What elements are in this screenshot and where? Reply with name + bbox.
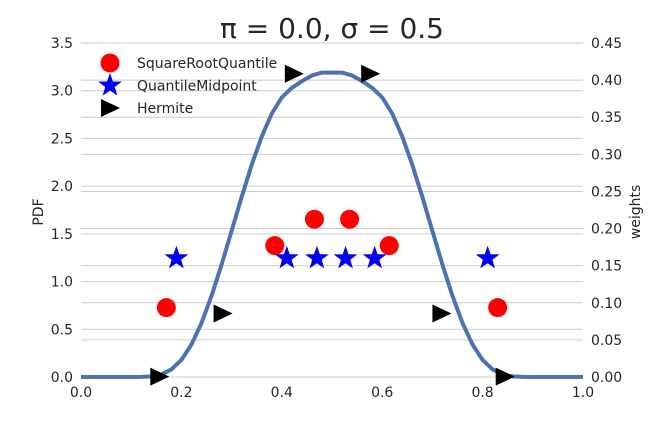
marker-quantilemidpoint	[362, 245, 387, 269]
y-tick-label-right: 0.05	[591, 333, 622, 349]
legend: SquareRootQuantile QuantileMidpoint Hermit…	[98, 53, 277, 117]
y-tick-label-right: 0.00	[591, 370, 622, 386]
marker-squarerootquantile	[488, 298, 508, 318]
x-tick-label: 0.8	[471, 385, 493, 401]
y-tick-label-right: 0.10	[591, 296, 622, 312]
y-tick-label-right: 0.20	[591, 222, 622, 238]
y-tick-label-right: 0.40	[591, 73, 622, 89]
legend-marker-quantilemidpoint	[98, 73, 122, 96]
tick-labels: 0.0 0.2 0.4 0.6 0.8 1.0 0.0 0.5 1.0 1.5 2.0 2.5 3.0 3…	[51, 36, 622, 401]
x-tick-label: 0.4	[271, 385, 293, 401]
legend-marker-squarerootquantile	[100, 53, 120, 73]
marker-quantilemidpoint	[333, 245, 358, 269]
marker-hermite	[432, 304, 452, 323]
marker-hermite	[284, 64, 304, 83]
y-axis-label-right: weights	[628, 185, 644, 240]
legend-label: Hermite	[137, 101, 193, 117]
marker-hermite	[495, 367, 515, 386]
marker-quantilemidpoint	[274, 245, 299, 269]
marker-hermite	[213, 304, 233, 323]
x-tick-label: 1.0	[572, 385, 594, 401]
y-tick-label-left: 1.5	[51, 227, 73, 243]
y-axis-label-left: PDF	[31, 198, 47, 225]
y-tick-label-right: 0.35	[591, 110, 622, 126]
markers-layer	[150, 64, 515, 386]
y-tick-label-left: 0.0	[51, 370, 73, 386]
marker-squarerootquantile	[304, 209, 324, 229]
marker-squarerootquantile	[379, 236, 399, 256]
pdf-curve-line	[81, 70, 583, 379]
marker-squarerootquantile	[340, 209, 360, 229]
y-tick-label-left: 2.0	[51, 179, 73, 195]
marker-squarerootquantile	[156, 298, 176, 318]
y-tick-label-left: 3.5	[51, 36, 73, 52]
marker-quantilemidpoint	[305, 245, 329, 269]
y-tick-label-left: 3.0	[51, 84, 73, 100]
chart-title: π = 0.0, σ = 0.5	[220, 12, 444, 45]
marker-hermite	[361, 64, 381, 83]
legend-label: QuantileMidpoint	[137, 79, 257, 95]
x-tick-label: 0.0	[70, 385, 92, 401]
y-tick-label-left: 1.0	[51, 275, 73, 291]
x-tick-label: 0.6	[371, 385, 393, 401]
y-tick-label-right: 0.30	[591, 147, 622, 163]
x-tick-label: 0.2	[170, 385, 192, 401]
y-tick-label-left: 0.5	[51, 322, 73, 338]
legend-marker-hermite	[101, 99, 120, 117]
y-tick-label-right: 0.15	[591, 259, 622, 275]
marker-quantilemidpoint	[164, 245, 189, 269]
marker-hermite	[150, 367, 170, 386]
y-tick-label-right: 0.45	[591, 36, 622, 52]
pdf-curve-layer	[81, 70, 583, 379]
legend-label: SquareRootQuantile	[137, 56, 277, 72]
y-tick-label-left: 2.5	[51, 131, 73, 147]
y-tick-label-right: 0.25	[591, 184, 622, 200]
marker-quantilemidpoint	[475, 245, 500, 269]
marker-squarerootquantile	[265, 236, 285, 256]
